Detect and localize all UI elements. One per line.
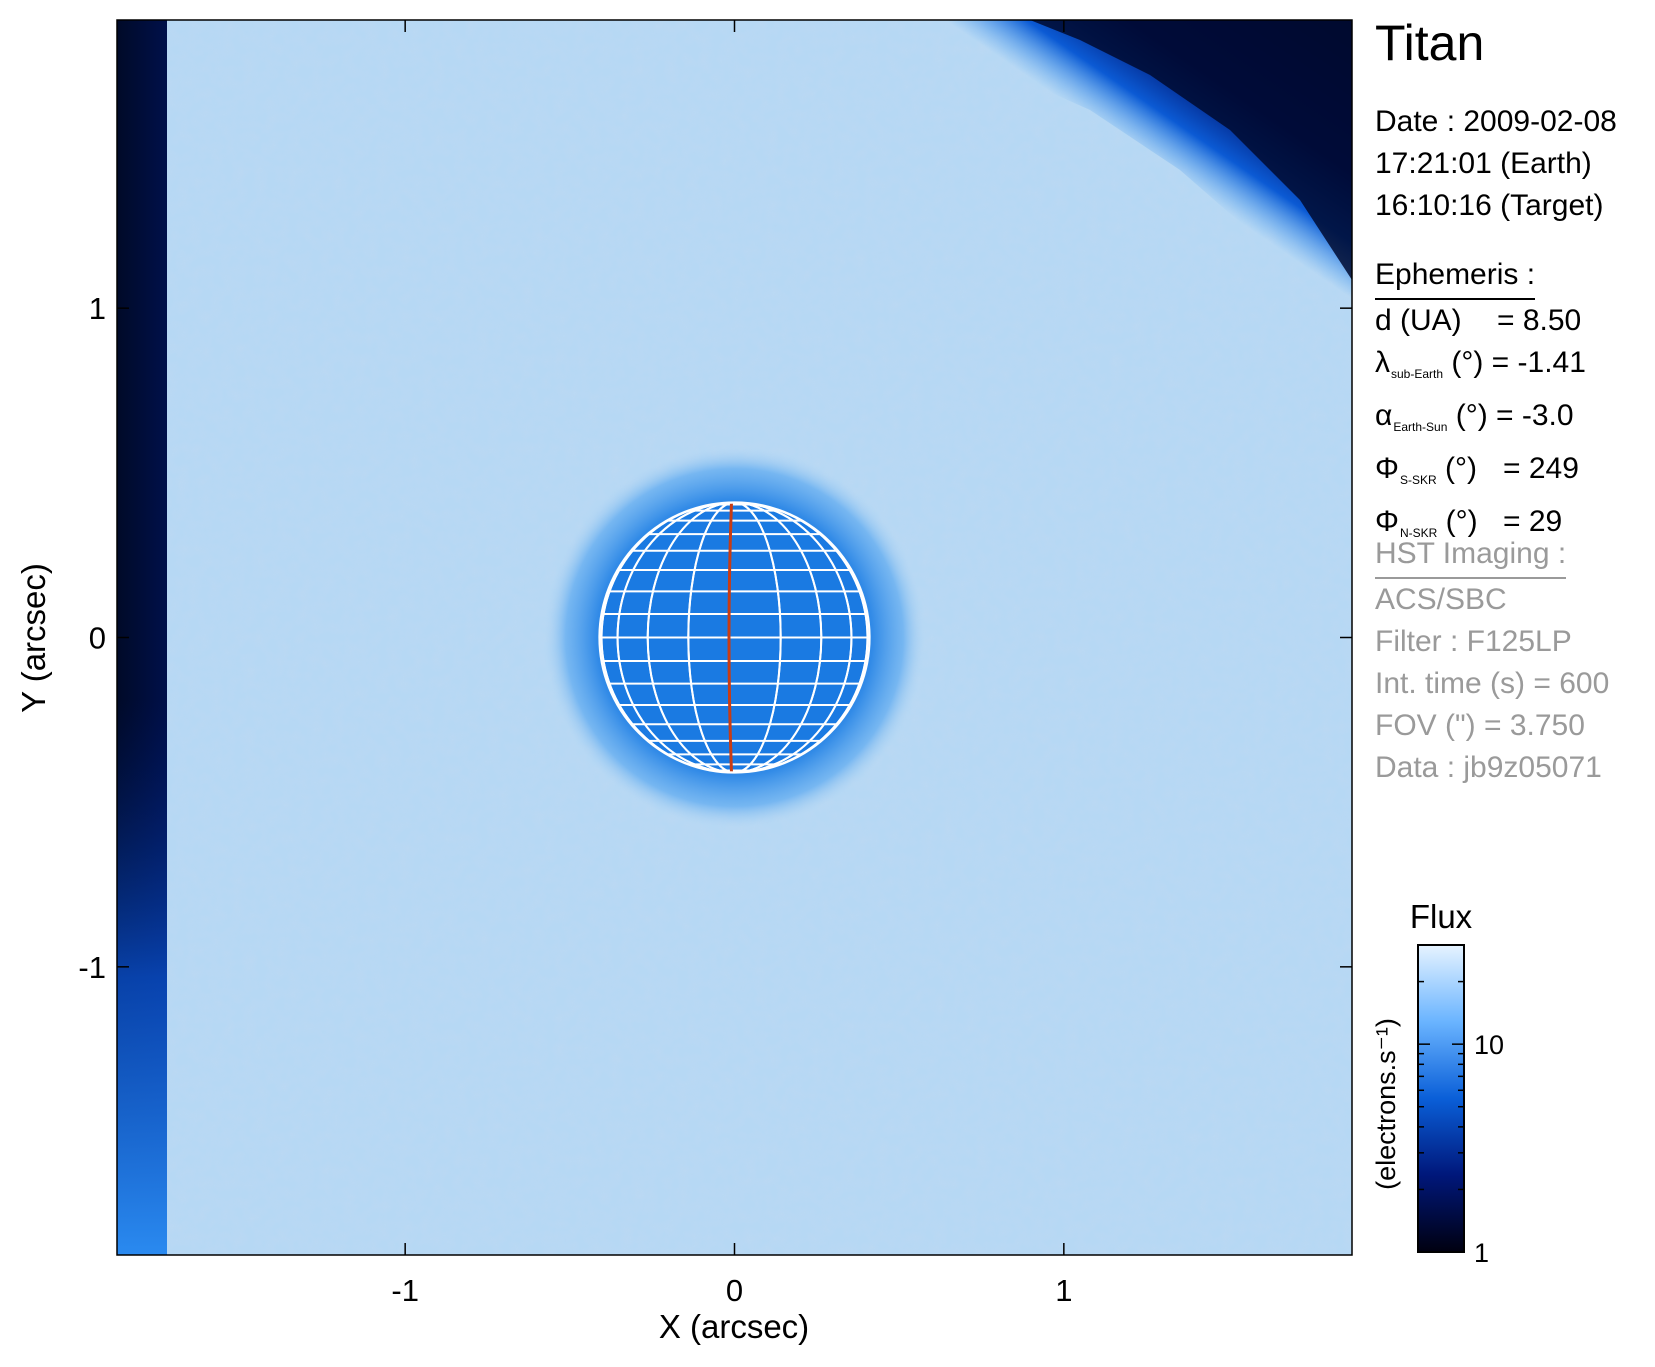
ephemeris-unit: (°) (1443, 346, 1484, 379)
saturn-limb-dark (1030, 20, 1352, 280)
planet-limb (598, 501, 871, 774)
ephemeris-subscript: sub-Earth (1391, 367, 1444, 381)
ephemeris-block: Ephemeris : d (UA) = 8.50 λsub-Earth (°) =… (1375, 254, 1586, 554)
colorbar-tick-label: 10 (1474, 1030, 1504, 1060)
y-axis-label: Y (arcsec) (15, 563, 52, 713)
integration-time: Int. time (s) = 600 (1375, 667, 1610, 700)
x-axis-label: X (arcsec) (659, 1308, 809, 1345)
y-tick-label: 1 (89, 291, 106, 326)
ephemeris-value: = 249 (1503, 452, 1579, 485)
data-id: Data : jb9z05071 (1375, 751, 1602, 784)
ephemeris-row: d (UA) = 8.50 (1375, 300, 1586, 342)
ephemeris-subscript: Earth-Sun (1393, 420, 1448, 434)
graticule (599, 502, 870, 773)
x-tick-label: 1 (1055, 1273, 1072, 1308)
ephemeris-row: αEarth-Sun (°) = -3.0 (1375, 395, 1586, 448)
ephemeris-symbol: Φ (1375, 505, 1399, 538)
ephemeris-value: = -1.41 (1483, 346, 1586, 379)
filter: Filter : F125LP (1375, 625, 1572, 658)
hst-header: HST Imaging : (1375, 533, 1567, 579)
longitude-line (600, 502, 869, 773)
field-of-view: FOV (") = 3.750 (1375, 709, 1585, 742)
colorbar-gradient (1417, 944, 1465, 1253)
colorbar-tick-label: 1 (1474, 1238, 1489, 1268)
ephemeris-value: = 8.50 (1497, 304, 1582, 337)
ephemeris-unit: (°) (1436, 452, 1477, 485)
central-meridian (727, 502, 733, 773)
colorbar-label: (electrons.s⁻¹) (1371, 1018, 1401, 1190)
ephemeris-subscript: N-SKR (1399, 526, 1438, 540)
ephemeris-symbol: λ (1375, 346, 1390, 379)
longitude-line (687, 502, 782, 773)
y-tick-label: -1 (78, 950, 106, 985)
longitude-line (616, 502, 853, 773)
colorbar: Flux 1 10 (electrons.s⁻¹) (1371, 898, 1504, 1268)
earth-time: 17:21:01 (Earth) (1375, 147, 1592, 180)
x-tick-label: 0 (726, 1273, 743, 1308)
left-bright-edge (117, 700, 167, 1255)
date-block: Date : 2009-02-08 17:21:01 (Earth) 16:10… (1375, 101, 1617, 227)
axes: -1 0 1 1 0 -1 (78, 20, 1352, 1308)
ephemeris-row: ΦS-SKR (°) = 249 (1375, 448, 1586, 501)
ephemeris-header: Ephemeris : (1375, 254, 1536, 300)
target-title: Titan (1375, 15, 1485, 71)
instrument: ACS/SBC (1375, 583, 1507, 616)
ephemeris-unit: (°) (1437, 505, 1478, 538)
ephemeris-symbol: α (1375, 399, 1393, 432)
ephemeris-unit: (°) (1447, 399, 1488, 432)
ephemeris-value: = 29 (1503, 505, 1563, 538)
target-time: 16:10:16 (Target) (1375, 189, 1604, 222)
x-tick-label: -1 (391, 1273, 419, 1308)
date-line: Date : 2009-02-08 (1375, 105, 1617, 138)
ephemeris-symbol: d (UA) (1375, 304, 1462, 337)
hst-block: HST Imaging : ACS/SBC Filter : F125LP In… (1375, 533, 1609, 789)
ephemeris-symbol: Φ (1375, 452, 1399, 485)
y-tick-label: 0 (89, 621, 106, 656)
flux-image (117, 20, 1352, 1255)
colorbar-ticks: 1 10 (1418, 944, 1504, 1268)
longitude-line (646, 502, 823, 773)
ephemeris-subscript: S-SKR (1399, 473, 1437, 487)
ephemeris-row: ΦN-SKR (°) = 29 (1375, 501, 1586, 554)
ephemeris-rows: d (UA) = 8.50 λsub-Earth (°) = -1.41 αEarth… (1375, 300, 1586, 554)
colorbar-title: Flux (1410, 898, 1473, 935)
ephemeris-value: = -3.0 (1487, 399, 1574, 432)
ephemeris-row: λsub-Earth (°) = -1.41 (1375, 342, 1586, 395)
